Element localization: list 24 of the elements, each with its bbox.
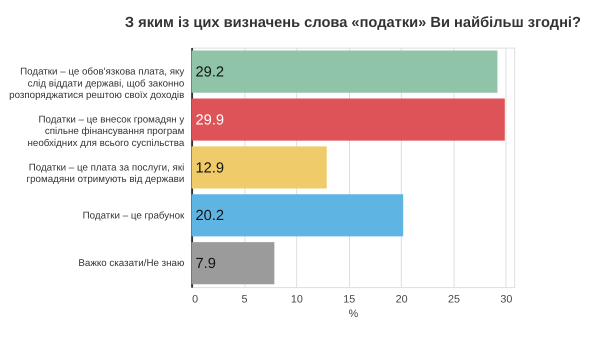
x-tick-label: 25	[448, 293, 460, 306]
bar	[192, 50, 498, 93]
x-tick-label: 20	[396, 293, 408, 306]
y-tick-label: Важко сказати/Не знаю	[78, 258, 184, 270]
bar	[192, 98, 505, 141]
x-tick-label: 15	[343, 293, 356, 306]
data-label: 20.2	[196, 208, 224, 224]
x-tick-label: 5	[241, 293, 248, 306]
data-label: 12.9	[196, 160, 224, 176]
x-axis-title: %	[348, 308, 359, 320]
y-tick-label: Податки – це плата за послуги, які громадяни отримують від держави	[26, 162, 184, 186]
x-tick-label: 30	[500, 293, 512, 306]
data-label: 7.9	[196, 256, 216, 272]
x-tick-label: 10	[290, 293, 303, 306]
y-tick-label: Податки – це грабунок	[82, 210, 185, 222]
data-label: 29.9	[196, 112, 224, 128]
y-tick-label: Податки – це внесок громадян у спільне фінансування програм необхідних для всього суспільства	[28, 114, 185, 149]
bar	[192, 146, 327, 188]
y-tick-label: Податки – це обов'язкова плата, яку слід віддати державі, щоб законно розпоряджатися рештою своїх доходів	[9, 66, 185, 102]
x-tick-label: 0	[192, 293, 198, 306]
chart-title: З яким із цих визначень слова «податки» Ви найбільш згодні?	[124, 15, 581, 32]
data-label: 29.2	[196, 64, 224, 81]
bar	[192, 194, 404, 236]
bar	[192, 242, 274, 284]
